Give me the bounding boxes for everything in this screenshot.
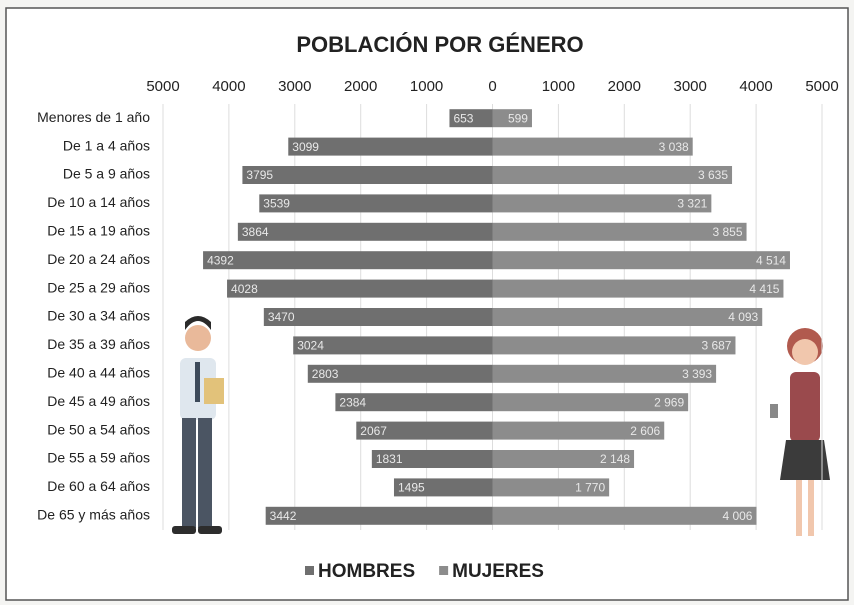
bar	[492, 166, 733, 184]
bar	[293, 336, 493, 355]
bar	[492, 222, 747, 241]
x-tick-label: 4000	[212, 78, 245, 95]
bar	[492, 393, 689, 412]
legend-swatch	[439, 566, 449, 575]
category-label: De 55 a 59 años	[47, 450, 150, 466]
value-label: 4 093	[728, 310, 758, 324]
value-label: 3024	[297, 339, 324, 353]
category-label: De 1 a 4 años	[63, 137, 150, 153]
x-tick-label: 2000	[344, 78, 377, 95]
value-label: 4 006	[722, 509, 752, 523]
value-label: 1495	[398, 481, 425, 495]
category-label: De 15 a 19 años	[47, 223, 150, 239]
category-label: De 65 y más años	[37, 507, 150, 523]
bar	[492, 450, 635, 468]
value-label: 4392	[207, 253, 234, 267]
value-label: 3795	[246, 168, 273, 182]
category-label: De 60 a 64 años	[47, 478, 150, 494]
bar	[492, 194, 712, 213]
bar	[371, 450, 493, 468]
value-label: 4028	[231, 282, 258, 296]
legend-label: MUJERES	[452, 561, 544, 582]
bar	[492, 364, 717, 383]
bar	[242, 166, 493, 184]
bar	[492, 109, 532, 128]
bar	[335, 393, 493, 412]
chart-title: POBLACIÓN POR GÉNERO	[296, 32, 583, 57]
bar	[492, 308, 763, 326]
x-tick-label: 5000	[805, 78, 838, 95]
woman-figure	[770, 328, 830, 536]
value-label: 3470	[268, 310, 295, 324]
legend-label: HOMBRES	[318, 561, 415, 582]
category-label: De 45 a 49 años	[47, 393, 150, 409]
x-tick-label: 3000	[278, 78, 311, 95]
bar	[259, 194, 493, 213]
bar	[449, 109, 493, 128]
value-label: 3442	[270, 509, 297, 523]
value-label: 1 770	[575, 481, 605, 495]
category-label: De 20 a 24 años	[47, 251, 150, 267]
bar	[492, 279, 784, 298]
value-label: 599	[508, 111, 528, 125]
category-label: De 5 a 9 años	[63, 166, 150, 182]
x-tick-label: 0	[488, 78, 496, 95]
bar	[288, 137, 493, 156]
value-label: 2067	[360, 424, 387, 438]
value-label: 4 514	[756, 253, 786, 267]
bar	[492, 421, 665, 440]
value-label: 1831	[376, 452, 403, 466]
value-label: 4 415	[749, 282, 779, 296]
bar	[203, 251, 493, 270]
bar	[227, 279, 493, 298]
x-tick-label: 2000	[608, 78, 641, 95]
value-label: 2 969	[654, 395, 684, 409]
bar	[356, 421, 493, 440]
category-label: De 40 a 44 años	[47, 365, 150, 381]
category-label: De 35 a 39 años	[47, 336, 150, 352]
category-label: De 25 a 29 años	[47, 279, 150, 295]
value-label: 3 321	[677, 197, 707, 211]
x-tick-label: 1000	[542, 78, 575, 95]
category-label: Menores de 1 año	[37, 109, 150, 125]
man-figure	[172, 316, 224, 534]
bar	[492, 506, 757, 525]
value-label: 3864	[242, 225, 269, 239]
x-tick-label: 5000	[146, 78, 179, 95]
bar	[307, 364, 493, 383]
bar	[237, 222, 493, 241]
value-label: 3 038	[659, 140, 689, 154]
legend-swatch	[305, 566, 314, 575]
x-tick-label: 1000	[410, 78, 443, 95]
value-label: 3 393	[682, 367, 712, 381]
bar	[492, 251, 790, 270]
value-label: 653	[453, 111, 473, 125]
value-label: 3 635	[698, 168, 728, 182]
bar	[492, 336, 736, 355]
value-label: 3539	[263, 197, 290, 211]
value-label: 3 855	[713, 225, 743, 239]
value-label: 2384	[339, 395, 366, 409]
value-label: 2 606	[630, 424, 660, 438]
bar	[393, 478, 493, 497]
x-tick-label: 3000	[674, 78, 707, 95]
value-label: 3099	[292, 140, 319, 154]
value-label: 3 687	[701, 339, 731, 353]
category-label: De 30 a 34 años	[47, 308, 150, 324]
x-tick-label: 4000	[739, 78, 772, 95]
category-label: De 10 a 14 años	[47, 194, 150, 210]
bar	[263, 308, 493, 326]
bar	[492, 478, 610, 497]
bar	[265, 506, 493, 525]
value-label: 2803	[312, 367, 339, 381]
bar	[492, 137, 693, 156]
value-label: 2 148	[600, 452, 630, 466]
category-label: De 50 a 54 años	[47, 421, 150, 437]
